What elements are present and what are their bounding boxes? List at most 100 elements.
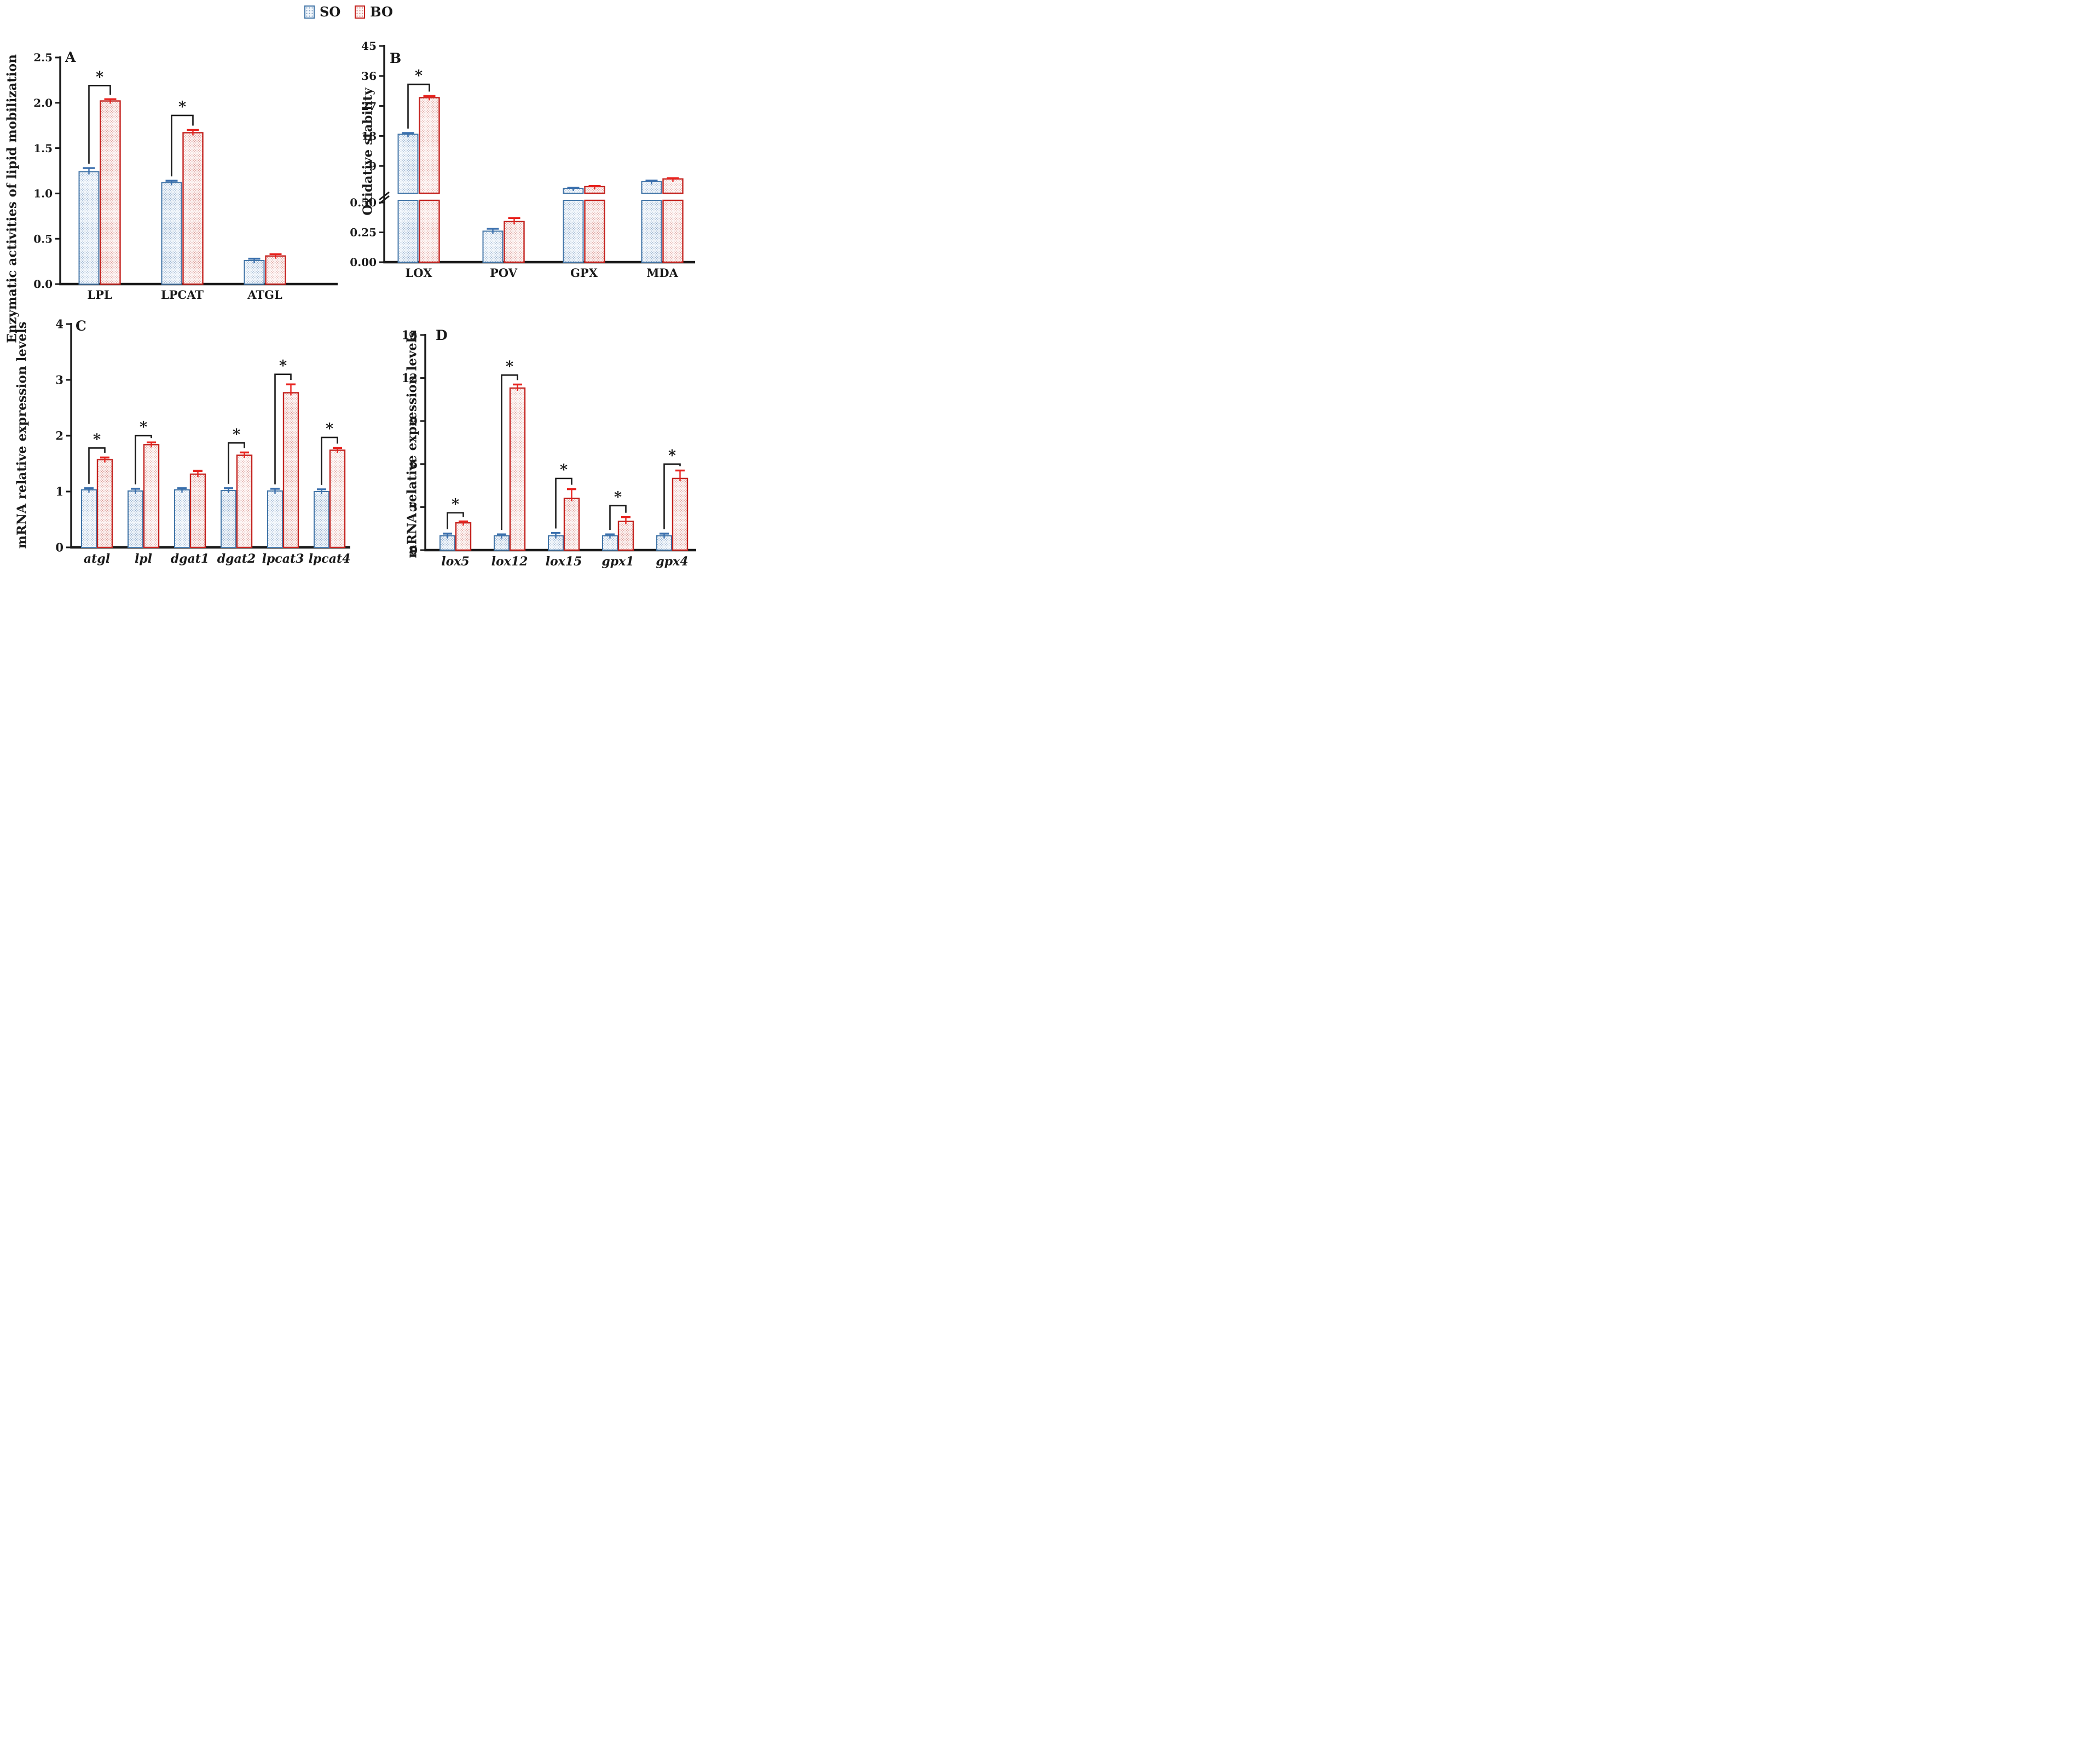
significance-bracket xyxy=(135,435,152,484)
significance-star: * xyxy=(178,99,186,115)
legend-label-so: SO xyxy=(320,4,341,20)
bar-so-atgl xyxy=(81,489,97,548)
bar-bo-lox5 xyxy=(455,522,472,551)
bo-swatch-icon xyxy=(355,5,366,19)
significance-star: * xyxy=(233,426,240,443)
bar-so-LOX-lower xyxy=(397,200,419,263)
y-tick-label: 4 xyxy=(55,317,63,331)
bar-bo-dgat1 xyxy=(189,473,206,548)
y-tick-label: 2.0 xyxy=(33,96,53,109)
y-tick-label: 2.5 xyxy=(33,51,53,64)
y-tick-label: 36 xyxy=(361,70,377,83)
category-label: gpx1 xyxy=(601,554,634,569)
y-tick-label: 2 xyxy=(55,429,63,443)
panel-c: 0 1 2 3 4 * atgl * lpl dgat1 * dgat2 * lpcat3 * lpcat4 xyxy=(55,317,350,566)
legend-label-bo: BO xyxy=(370,4,393,20)
bar-bo-gpx1 xyxy=(617,521,634,551)
bar-bo-POV xyxy=(504,221,525,263)
bar-bo-GPX-lower xyxy=(584,199,605,263)
significance-bracket xyxy=(228,442,245,484)
panel-c-y-axis-title: mRNA relative expression levels xyxy=(14,321,30,549)
y-tick-label: 3 xyxy=(55,373,63,387)
bar-bo-ATGL xyxy=(265,255,286,285)
category-label: dgat2 xyxy=(217,552,256,566)
significance-star: * xyxy=(96,68,103,85)
category-label: gpx4 xyxy=(656,554,688,569)
four-panel-bar-chart: 0.00.51.01.52.02.5*LPL*LPCAT ATGL91827364… xyxy=(33,39,696,569)
significance-star: * xyxy=(560,461,568,478)
y-tick-label: 0.0 xyxy=(33,278,53,291)
significance-star: * xyxy=(326,420,333,437)
y-tick-label: 1.5 xyxy=(33,142,53,155)
significance-star: * xyxy=(279,357,287,374)
bar-bo-LPCAT xyxy=(182,132,204,285)
bar-bo-lpcat3 xyxy=(282,392,299,548)
significance-star: * xyxy=(614,489,622,506)
bar-bo-lox12 xyxy=(509,387,526,551)
significance-bracket xyxy=(321,436,338,485)
y-tick-label: 0 xyxy=(55,541,63,554)
significance-bracket xyxy=(88,85,111,164)
y-tick-label: 1 xyxy=(55,485,63,499)
category-label: lpcat3 xyxy=(262,552,304,566)
significance-star: * xyxy=(668,447,676,464)
bar-so-dgat2 xyxy=(221,489,236,548)
bar-so-LPCAT xyxy=(161,182,182,285)
bar-so-POV xyxy=(482,230,504,263)
significance-star: * xyxy=(415,67,423,84)
legend: SO BO xyxy=(304,5,393,19)
significance-bracket xyxy=(555,477,572,529)
category-label: LOX xyxy=(406,266,433,280)
bar-so-ATGL xyxy=(244,259,265,285)
category-label: atgl xyxy=(84,552,110,566)
bar-bo-LPL xyxy=(100,100,121,285)
panel-a: 0.0 0.5 1.0 1.5 2.0 2.5 * LPL * LPCAT ATGL xyxy=(33,51,338,302)
bar-so-LPL xyxy=(78,171,100,285)
bar-bo-LOX-upper xyxy=(419,97,440,194)
y-tick-label: 0.5 xyxy=(33,232,53,245)
category-label: dgat1 xyxy=(171,552,210,566)
bar-so-LOX-upper xyxy=(397,134,419,194)
significance-star: * xyxy=(452,496,459,513)
significance-bracket xyxy=(407,83,430,129)
category-label: lox5 xyxy=(441,554,469,569)
y-tick-label: 27 xyxy=(361,100,377,113)
bar-so-lpcat3 xyxy=(267,490,283,548)
bar-so-MDA-lower xyxy=(641,200,662,263)
significance-bracket xyxy=(171,114,194,177)
bar-so-GPX-lower xyxy=(563,200,584,263)
panel-d-letter: D xyxy=(436,327,448,343)
y-tick-label: 18 xyxy=(361,130,377,143)
y-tick-label: 0.50 xyxy=(350,196,377,209)
panel-c-letter: C xyxy=(76,318,86,334)
category-label: POV xyxy=(490,266,518,280)
significance-star: * xyxy=(93,431,101,448)
bar-bo-lox15 xyxy=(563,498,580,551)
significance-bracket xyxy=(274,373,292,484)
y-tick-label: 45 xyxy=(361,39,377,53)
category-label: LPCAT xyxy=(161,288,204,302)
category-label: ATGL xyxy=(247,288,282,302)
significance-star: * xyxy=(140,419,147,436)
bar-bo-MDA-lower xyxy=(662,199,684,263)
bar-bo-lpl xyxy=(143,444,160,548)
bar-bo-dgat2 xyxy=(236,454,253,548)
bar-bo-lpcat4 xyxy=(329,449,346,548)
y-tick-label: 6 xyxy=(409,457,418,471)
bar-bo-LOX-lower xyxy=(419,199,440,263)
bar-bo-gpx4 xyxy=(672,477,689,551)
y-tick-label: 9 xyxy=(369,159,377,172)
significance-bracket xyxy=(663,463,681,529)
y-tick-label: 15 xyxy=(402,328,418,342)
axis-break-slash xyxy=(379,191,390,201)
significance-bracket xyxy=(609,505,627,530)
y-tick-label: 9 xyxy=(409,414,418,428)
bar-so-dgat1 xyxy=(174,489,190,548)
category-label: MDA xyxy=(646,266,678,280)
so-swatch-icon xyxy=(304,5,315,19)
y-tick-label: 12 xyxy=(402,371,418,385)
category-label: LPL xyxy=(87,288,112,302)
bar-so-lpl xyxy=(128,490,143,548)
significance-bracket xyxy=(501,374,518,530)
y-tick-label: 3 xyxy=(409,500,418,514)
